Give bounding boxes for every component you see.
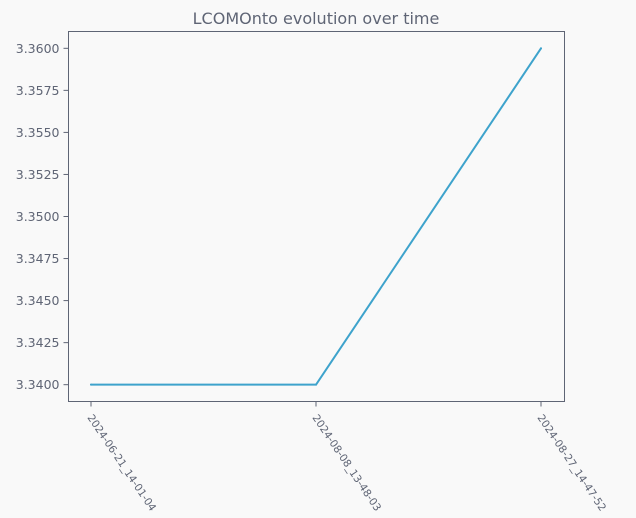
series-layer — [90, 47, 542, 386]
x-tick-label: 2024-08-27_14-47-52 — [535, 412, 609, 513]
y-tick-label: 3.3550 — [16, 125, 60, 140]
plot-frame — [68, 31, 565, 402]
x-tick-label: 2024-06-21_14-01-04 — [85, 412, 159, 513]
y-tick-label: 3.3575 — [16, 83, 60, 98]
data-point — [315, 383, 317, 386]
y-tick-label: 3.3475 — [16, 251, 60, 266]
chart-title: LCOMOnto evolution over time — [193, 9, 440, 28]
x-axis: 2024-06-21_14-01-04 2024-08-08_13-48-03 20… — [85, 401, 609, 514]
y-tick-label: 3.3600 — [16, 41, 60, 56]
y-axis: 3.3400 3.3425 3.3450 3.3475 3.3500 3.3525 3.35… — [16, 41, 69, 392]
series-line — [90, 47, 542, 386]
data-point — [90, 383, 92, 386]
y-tick-label: 3.3450 — [16, 293, 60, 308]
y-tick-label: 3.3400 — [16, 377, 60, 392]
data-point — [540, 47, 542, 50]
y-tick-label: 3.3425 — [16, 335, 60, 350]
y-tick-label: 3.3500 — [16, 209, 60, 224]
x-tick-label: 2024-08-08_13-48-03 — [310, 412, 384, 513]
y-tick-label: 3.3525 — [16, 167, 60, 182]
